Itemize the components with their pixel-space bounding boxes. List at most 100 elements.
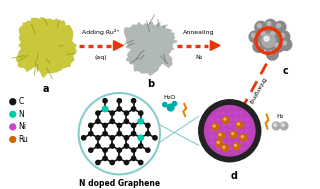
Circle shape <box>246 118 249 121</box>
Circle shape <box>211 118 214 121</box>
Circle shape <box>262 34 275 47</box>
Circle shape <box>246 129 249 132</box>
Circle shape <box>246 123 249 126</box>
Circle shape <box>252 33 255 37</box>
Text: b: b <box>147 79 154 89</box>
Circle shape <box>228 123 231 126</box>
Circle shape <box>268 29 280 41</box>
Circle shape <box>89 132 93 136</box>
Circle shape <box>124 160 129 165</box>
Circle shape <box>117 107 122 111</box>
Circle shape <box>212 123 219 130</box>
Circle shape <box>241 136 243 138</box>
Circle shape <box>82 136 86 140</box>
Circle shape <box>236 122 243 128</box>
Circle shape <box>253 41 265 52</box>
Circle shape <box>240 118 243 121</box>
Text: C: C <box>19 97 24 106</box>
Text: d: d <box>231 171 238 181</box>
Circle shape <box>228 129 231 132</box>
Circle shape <box>153 136 157 140</box>
Circle shape <box>222 117 229 123</box>
Circle shape <box>217 135 220 138</box>
Polygon shape <box>114 41 123 50</box>
Text: N: N <box>19 110 24 119</box>
Circle shape <box>102 106 108 112</box>
Circle shape <box>278 31 290 43</box>
Circle shape <box>246 141 249 144</box>
Circle shape <box>261 32 265 35</box>
Circle shape <box>146 132 150 136</box>
Circle shape <box>132 99 136 103</box>
Circle shape <box>222 135 225 138</box>
Circle shape <box>240 135 243 138</box>
Circle shape <box>124 144 129 148</box>
Circle shape <box>263 39 274 50</box>
Circle shape <box>96 160 100 165</box>
Circle shape <box>255 43 259 47</box>
Circle shape <box>117 148 122 152</box>
Circle shape <box>267 48 278 60</box>
Text: H₂O: H₂O <box>164 95 176 100</box>
Circle shape <box>240 112 243 115</box>
Circle shape <box>265 19 276 31</box>
Text: (aq): (aq) <box>95 55 107 60</box>
Circle shape <box>228 135 231 138</box>
Circle shape <box>234 147 237 150</box>
Circle shape <box>10 124 16 130</box>
Circle shape <box>139 111 143 115</box>
Circle shape <box>221 145 228 152</box>
Circle shape <box>240 129 243 132</box>
Circle shape <box>132 148 136 152</box>
Text: Enlarging: Enlarging <box>248 76 266 105</box>
Text: c: c <box>283 66 289 76</box>
Circle shape <box>110 160 114 165</box>
Circle shape <box>96 119 100 123</box>
Circle shape <box>211 135 214 138</box>
Text: Ni: Ni <box>19 122 27 131</box>
Circle shape <box>96 111 100 115</box>
Circle shape <box>228 141 231 144</box>
Circle shape <box>103 99 107 103</box>
Circle shape <box>224 118 226 120</box>
Circle shape <box>280 39 292 50</box>
Circle shape <box>89 123 93 128</box>
Circle shape <box>259 29 270 41</box>
Circle shape <box>110 111 114 115</box>
Circle shape <box>275 43 279 47</box>
Circle shape <box>132 123 136 128</box>
Circle shape <box>10 137 16 142</box>
Circle shape <box>10 99 16 105</box>
Circle shape <box>110 136 114 140</box>
Circle shape <box>110 144 114 148</box>
Circle shape <box>228 147 231 150</box>
Circle shape <box>222 141 225 144</box>
Circle shape <box>264 36 269 41</box>
Circle shape <box>222 118 225 121</box>
Text: a: a <box>43 84 49 94</box>
Circle shape <box>277 24 281 28</box>
Circle shape <box>139 144 143 148</box>
Circle shape <box>255 21 267 33</box>
Polygon shape <box>210 41 220 50</box>
Circle shape <box>228 118 231 121</box>
Circle shape <box>217 129 220 132</box>
Circle shape <box>240 141 243 144</box>
Circle shape <box>219 134 221 136</box>
Circle shape <box>234 141 237 144</box>
Circle shape <box>117 123 122 128</box>
Circle shape <box>103 148 107 152</box>
Circle shape <box>217 112 220 115</box>
Circle shape <box>230 131 237 138</box>
Circle shape <box>235 144 236 146</box>
Circle shape <box>138 119 143 124</box>
Circle shape <box>217 123 220 126</box>
Circle shape <box>132 156 136 160</box>
Circle shape <box>167 104 174 111</box>
Circle shape <box>211 141 214 144</box>
Polygon shape <box>124 22 177 75</box>
Circle shape <box>234 135 237 138</box>
Circle shape <box>249 31 261 43</box>
Circle shape <box>163 102 167 107</box>
Circle shape <box>117 132 122 136</box>
